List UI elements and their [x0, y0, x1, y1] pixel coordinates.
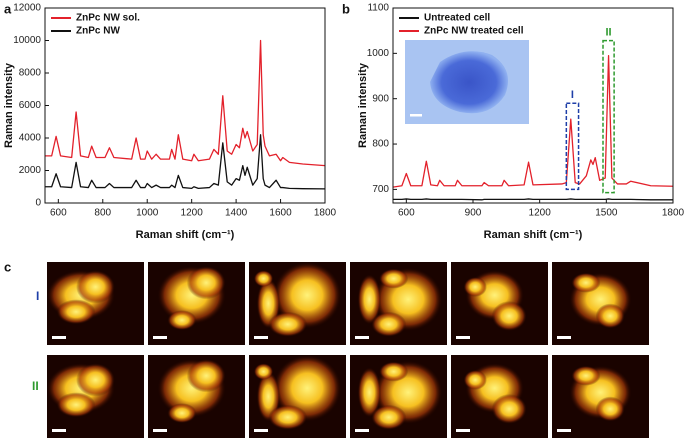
plot-frame: [44, 7, 326, 204]
scale-bar: [153, 429, 167, 432]
legend-label: ZnPc NW treated cell: [424, 26, 524, 37]
y-tick-label: 8000: [19, 68, 42, 79]
signal-region: [371, 311, 407, 337]
signal-region: [357, 367, 382, 418]
annotation-label: II: [605, 27, 611, 39]
signal-region: [571, 272, 601, 293]
annotation-box: [565, 102, 580, 191]
annotation-label: I: [571, 89, 574, 101]
spectrum-line: [45, 134, 326, 190]
signal-region: [167, 403, 197, 424]
scale-bar: [557, 429, 571, 432]
signal-region: [56, 392, 96, 418]
signal-region: [186, 359, 226, 393]
y-tick-label: 2000: [19, 165, 42, 176]
signal-region: [463, 276, 487, 297]
x-tick-label: 1800: [662, 208, 685, 219]
signal-region: [186, 266, 226, 300]
signal-region: [76, 270, 115, 304]
annotation-box: [602, 39, 615, 194]
signal-region: [379, 268, 409, 289]
signal-region: [253, 270, 274, 287]
scale-bar: [557, 336, 571, 339]
x-tick-label: 900: [465, 208, 482, 219]
row-label: II: [32, 379, 39, 393]
row-label: I: [36, 289, 39, 303]
plot-frame: [392, 7, 674, 204]
panel-label: a: [4, 1, 12, 16]
y-tick-label: 10000: [13, 35, 41, 46]
signal-region: [273, 262, 342, 329]
signal-region: [268, 404, 308, 430]
scale-bar: [153, 336, 167, 339]
y-tick-label: 6000: [19, 100, 42, 111]
y-tick-label: 900: [372, 93, 389, 104]
scale-bar: [456, 429, 470, 432]
spectrum-line: [392, 54, 674, 188]
y-tick-label: 12000: [13, 3, 41, 14]
signal-region: [491, 394, 527, 424]
signal-region: [371, 404, 407, 430]
y-tick-label: 800: [372, 139, 389, 150]
signal-region: [167, 310, 197, 331]
x-tick-label: 600: [398, 208, 415, 219]
scale-bar: [355, 429, 369, 432]
x-tick-label: 1200: [181, 208, 204, 219]
scale-bar: [456, 336, 470, 339]
scale-bar: [52, 429, 66, 432]
y-tick-label: 700: [372, 184, 389, 195]
panel-label: c: [4, 259, 11, 274]
y-tick-label: 4000: [19, 133, 42, 144]
scale-bar: [254, 336, 268, 339]
signal-region: [463, 369, 487, 390]
x-tick-label: 1000: [136, 208, 159, 219]
signal-region: [56, 299, 96, 325]
signal-region: [379, 361, 409, 382]
cell: [430, 51, 509, 114]
y-tick-label: 0: [35, 198, 41, 209]
y-axis-label: Raman intensity: [3, 62, 15, 148]
y-tick-label: 1100: [367, 3, 389, 14]
panel-label: b: [342, 1, 350, 16]
x-tick-label: 800: [94, 208, 111, 219]
signal-region: [595, 396, 625, 422]
x-tick-label: 1800: [314, 208, 337, 219]
legend-label: ZnPc NW sol.: [76, 13, 140, 24]
signal-region: [268, 311, 308, 337]
scale-bar: [254, 429, 268, 432]
x-axis-label: Raman shift (cm⁻¹): [136, 229, 235, 241]
signal-region: [76, 363, 115, 397]
signal-region: [253, 363, 274, 380]
x-tick-label: 1600: [269, 208, 292, 219]
scale-bar: [355, 336, 369, 339]
legend-label: Untreated cell: [424, 13, 490, 24]
x-tick-label: 1200: [529, 208, 552, 219]
signal-region: [491, 301, 527, 331]
x-tick-label: 1500: [595, 208, 618, 219]
y-tick-label: 1000: [367, 48, 390, 59]
signal-region: [595, 303, 625, 329]
inset-image: [405, 40, 529, 124]
x-tick-label: 600: [50, 208, 67, 219]
signal-region: [273, 355, 342, 422]
scale-bar: [410, 114, 422, 117]
legend-label: ZnPc NW: [76, 26, 120, 37]
spectrum-line: [393, 198, 673, 201]
image-grid: [46, 262, 649, 438]
signal-region: [357, 274, 382, 325]
y-axis-label: Raman intensity: [357, 62, 369, 148]
x-tick-label: 1400: [225, 208, 248, 219]
spectrum-line: [45, 39, 326, 167]
x-axis-label: Raman shift (cm⁻¹): [484, 229, 583, 241]
signal-region: [571, 365, 601, 386]
scale-bar: [52, 336, 66, 339]
